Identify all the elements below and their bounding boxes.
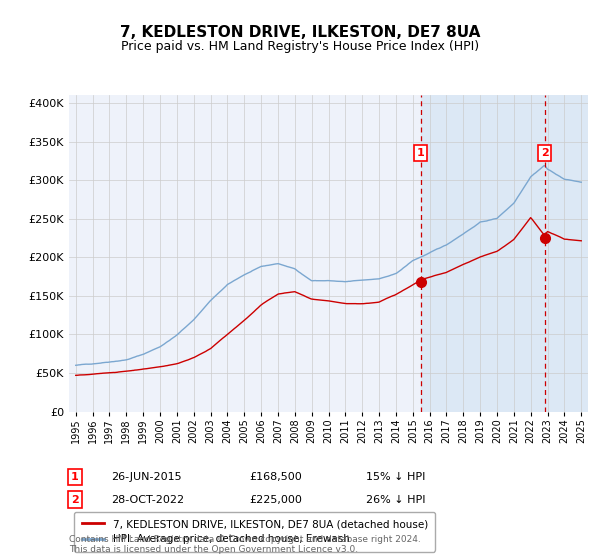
Text: 7, KEDLESTON DRIVE, ILKESTON, DE7 8UA: 7, KEDLESTON DRIVE, ILKESTON, DE7 8UA: [120, 25, 480, 40]
Text: £168,500: £168,500: [249, 472, 302, 482]
Text: 2: 2: [541, 148, 548, 158]
Text: £225,000: £225,000: [249, 494, 302, 505]
Text: 26% ↓ HPI: 26% ↓ HPI: [366, 494, 425, 505]
Text: 1: 1: [71, 472, 79, 482]
Text: 1: 1: [417, 148, 425, 158]
Text: Price paid vs. HM Land Registry's House Price Index (HPI): Price paid vs. HM Land Registry's House …: [121, 40, 479, 53]
Bar: [421, 95, 588, 412]
Text: Contains HM Land Registry data © Crown copyright and database right 2024.
This d: Contains HM Land Registry data © Crown c…: [69, 535, 421, 554]
Text: 26-JUN-2015: 26-JUN-2015: [111, 472, 182, 482]
Legend: 7, KEDLESTON DRIVE, ILKESTON, DE7 8UA (detached house), HPI: Average price, deta: 7, KEDLESTON DRIVE, ILKESTON, DE7 8UA (d…: [74, 512, 435, 552]
Text: 15% ↓ HPI: 15% ↓ HPI: [366, 472, 425, 482]
Text: 2: 2: [71, 494, 79, 505]
Text: 28-OCT-2022: 28-OCT-2022: [111, 494, 184, 505]
